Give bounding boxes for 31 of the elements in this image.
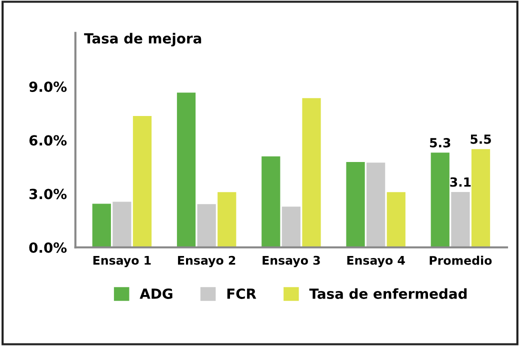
y-tick-label: 6.0% (29, 135, 67, 146)
bar (218, 192, 236, 248)
y-axis-title: Tasa de mejora (84, 32, 202, 46)
legend-label: FCR (227, 288, 256, 299)
data-label: 5.3 (430, 138, 450, 148)
bar (262, 156, 280, 248)
bar (346, 162, 365, 248)
bar (366, 162, 386, 248)
bar (451, 192, 470, 248)
bar (430, 152, 450, 248)
bar (197, 204, 216, 248)
bar (386, 192, 406, 248)
x-tick-label: Ensayo 1 (93, 256, 151, 268)
data-label: 3.1 (450, 177, 471, 187)
x-tick-label: Ensayo 4 (347, 256, 405, 268)
bar (92, 204, 111, 248)
y-tick-label: 0.0% (29, 242, 67, 253)
bar (302, 98, 321, 248)
bar (471, 149, 490, 248)
legend-label: Tasa de enfermedad (309, 288, 467, 299)
bar (176, 92, 196, 248)
y-tick-label: 3.0% (29, 188, 67, 200)
x-tick-label: Ensayo 2 (178, 256, 236, 268)
bar (282, 206, 301, 248)
x-tick-label: Promedio (430, 256, 492, 265)
legend-label: ADG (140, 288, 172, 299)
bar (112, 202, 132, 248)
x-tick-label: Ensayo 3 (262, 256, 320, 268)
data-label: 5.5 (470, 134, 491, 144)
y-tick-label: 9.0% (29, 81, 67, 92)
bar (132, 116, 152, 248)
